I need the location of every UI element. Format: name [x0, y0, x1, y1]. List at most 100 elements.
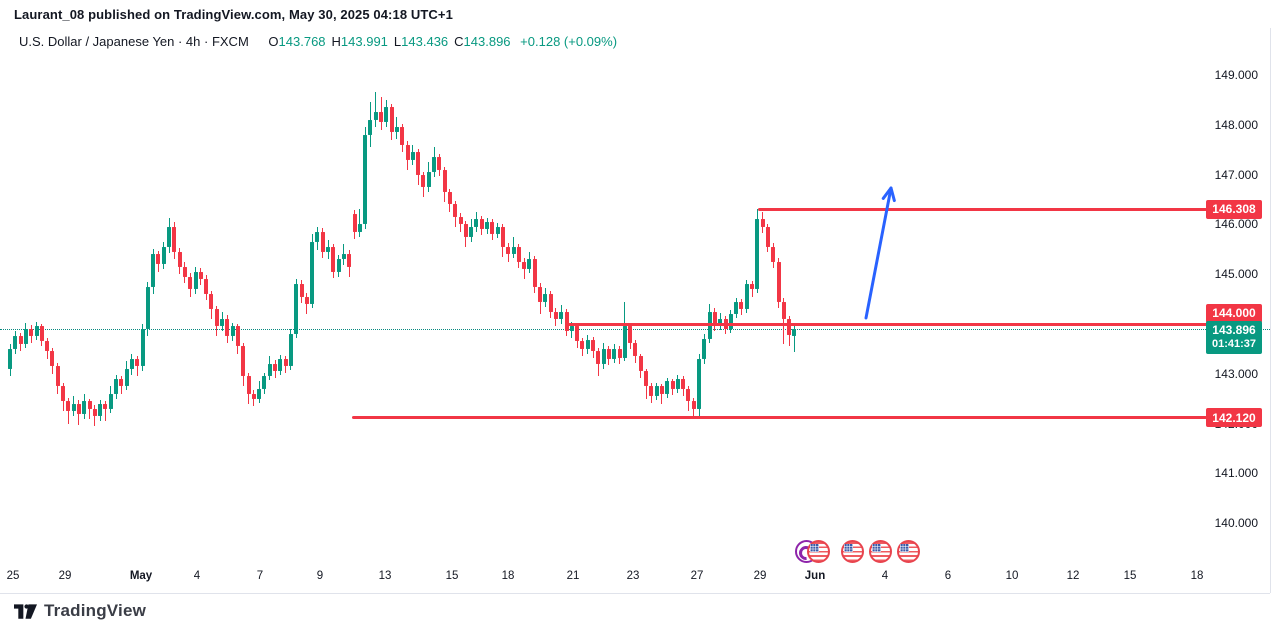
price-tick-label: 149.000	[1214, 68, 1258, 82]
candle	[188, 276, 193, 290]
candle	[421, 174, 426, 188]
candle	[161, 246, 166, 265]
candle	[776, 261, 781, 302]
candle	[416, 152, 421, 175]
time-tick-label: 12	[1066, 570, 1080, 582]
candle	[622, 326, 627, 358]
candle	[697, 358, 701, 409]
time-tick-label: 13	[378, 570, 392, 582]
tradingview-footer[interactable]: TradingView	[14, 601, 146, 621]
current-price-value: 143.896	[1212, 323, 1256, 338]
time-tick-label: 29	[753, 570, 767, 582]
time-tick-label: 21	[566, 570, 580, 582]
candle	[559, 311, 564, 320]
candle	[564, 311, 569, 332]
candle	[479, 219, 484, 230]
candle	[119, 378, 124, 387]
time-tick-label: 7	[256, 570, 264, 582]
candle	[765, 226, 770, 247]
time-tick-label: 18	[501, 570, 515, 582]
candle	[500, 226, 505, 247]
candle	[225, 319, 230, 337]
price-level-line[interactable]	[352, 416, 1207, 420]
candle	[744, 284, 749, 310]
candle	[538, 286, 542, 302]
candle	[628, 326, 633, 343]
time-tick-label: 15	[445, 570, 459, 582]
candle	[638, 356, 643, 372]
candle	[691, 401, 696, 409]
candle	[659, 386, 664, 394]
chart-plot[interactable]	[0, 0, 1270, 593]
candle	[569, 326, 574, 332]
open-value: 143.768	[278, 34, 326, 49]
price-level-line[interactable]	[565, 322, 1207, 326]
candle	[92, 408, 97, 417]
candle	[373, 112, 378, 120]
candle	[129, 358, 134, 369]
candle	[495, 226, 500, 235]
time-tick-label: 9	[316, 570, 324, 582]
high-label: H	[331, 34, 341, 49]
candle	[601, 348, 606, 364]
candle	[8, 348, 12, 369]
close-label: C	[454, 34, 464, 49]
price-tick-label: 145.000	[1214, 267, 1258, 282]
time-tick-label: 27	[690, 570, 704, 582]
us-flag-event-icon[interactable]	[806, 539, 830, 563]
candle	[220, 319, 224, 327]
price-level-line[interactable]	[758, 207, 1207, 211]
candle	[771, 246, 776, 262]
candle	[781, 301, 786, 319]
candle	[490, 221, 495, 235]
candle	[304, 296, 309, 305]
candle	[151, 254, 156, 287]
tradingview-brand-text: TradingView	[44, 601, 147, 620]
candle	[299, 284, 304, 297]
price-level-axis-label: 146.308	[1206, 199, 1262, 219]
candle	[87, 401, 92, 409]
candle	[649, 386, 654, 397]
candle-wick	[136, 355, 138, 377]
candle	[675, 378, 680, 389]
candle	[55, 366, 60, 387]
us-flag-event-icon[interactable]	[868, 539, 892, 563]
attribution-text: Laurant_08 published on TradingView.com,…	[14, 7, 453, 22]
candle	[670, 381, 675, 389]
candle	[437, 157, 442, 170]
candle	[82, 401, 87, 414]
candle	[288, 333, 293, 367]
candle	[267, 363, 272, 377]
candle	[458, 216, 463, 225]
time-tick-label: 25	[6, 570, 20, 582]
candle	[326, 246, 330, 252]
price-tick-label: 143.000	[1214, 366, 1258, 381]
price-tick-label: 141.000	[1214, 466, 1258, 481]
candle-wick	[104, 401, 106, 422]
us-flag-event-icon[interactable]	[896, 539, 920, 563]
candle	[18, 336, 23, 344]
time-tick-label: Jun	[804, 570, 826, 582]
candle	[516, 246, 521, 262]
candle	[453, 204, 458, 217]
open-label: O	[268, 34, 279, 49]
candle	[728, 314, 733, 329]
candle	[400, 127, 405, 145]
us-flag-event-icon[interactable]	[840, 539, 864, 563]
candle	[182, 266, 187, 277]
candle	[235, 326, 240, 347]
candle	[230, 326, 235, 337]
price-tick-label: 148.000	[1214, 117, 1258, 132]
candle	[156, 254, 161, 265]
candle	[405, 144, 410, 160]
candle	[384, 107, 389, 123]
candle	[792, 329, 797, 336]
candle	[251, 393, 256, 399]
candle	[739, 301, 744, 310]
candle	[357, 224, 362, 232]
candle	[310, 241, 315, 305]
candle	[283, 358, 288, 367]
low-value: 143.436	[401, 34, 449, 49]
candle	[39, 326, 44, 342]
